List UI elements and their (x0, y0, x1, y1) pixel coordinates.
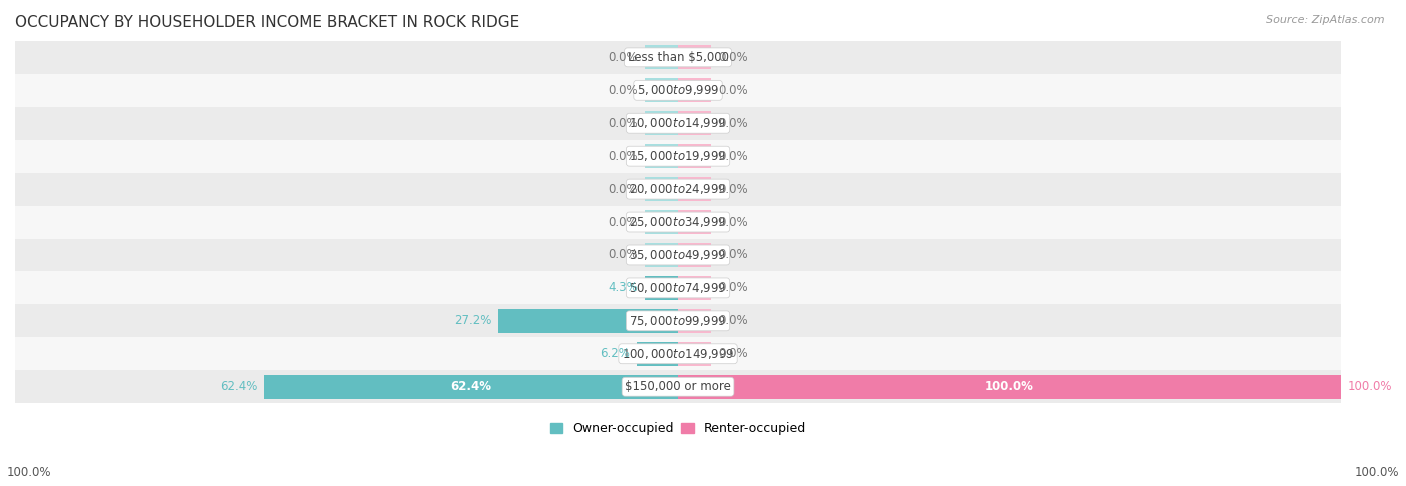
Bar (15, 173, 1341, 206)
Text: $100,000 to $149,999: $100,000 to $149,999 (621, 347, 734, 361)
Text: 0.0%: 0.0% (718, 215, 748, 228)
Text: Source: ZipAtlas.com: Source: ZipAtlas.com (1267, 15, 1385, 25)
Text: 100.0%: 100.0% (986, 380, 1033, 393)
Legend: Owner-occupied, Renter-occupied: Owner-occupied, Renter-occupied (546, 417, 811, 440)
Text: 0.0%: 0.0% (718, 84, 748, 97)
Text: 0.0%: 0.0% (609, 51, 638, 64)
Bar (15, 107, 1341, 139)
Bar (678, 210, 711, 234)
Bar (15, 41, 1341, 74)
Text: $50,000 to $74,999: $50,000 to $74,999 (630, 281, 727, 295)
Text: 62.4%: 62.4% (451, 380, 492, 393)
Text: 0.0%: 0.0% (609, 183, 638, 195)
Text: 0.0%: 0.0% (718, 150, 748, 163)
Bar (645, 144, 678, 168)
Text: 0.0%: 0.0% (609, 84, 638, 97)
Text: 0.0%: 0.0% (609, 215, 638, 228)
Text: 0.0%: 0.0% (718, 347, 748, 360)
Text: 4.3%: 4.3% (609, 281, 638, 295)
Text: 27.2%: 27.2% (454, 314, 491, 328)
Bar (678, 375, 1341, 399)
Bar (15, 272, 1341, 304)
Bar (678, 177, 711, 201)
Bar (678, 46, 711, 69)
Text: $5,000 to $9,999: $5,000 to $9,999 (637, 83, 720, 97)
Text: 62.4%: 62.4% (221, 380, 257, 393)
Bar (645, 177, 678, 201)
Bar (15, 239, 1341, 272)
Bar (678, 78, 711, 102)
Text: 0.0%: 0.0% (718, 314, 748, 328)
Bar (645, 243, 678, 267)
Bar (678, 342, 711, 365)
Bar (15, 139, 1341, 173)
Text: 0.0%: 0.0% (718, 51, 748, 64)
Bar (678, 276, 711, 300)
Bar (645, 78, 678, 102)
Bar (15, 304, 1341, 337)
Text: $25,000 to $34,999: $25,000 to $34,999 (630, 215, 727, 229)
Text: 100.0%: 100.0% (1354, 466, 1399, 479)
Text: $20,000 to $24,999: $20,000 to $24,999 (630, 182, 727, 196)
Bar (264, 375, 678, 399)
Text: $10,000 to $14,999: $10,000 to $14,999 (630, 116, 727, 130)
Bar (15, 337, 1341, 370)
Text: $150,000 or more: $150,000 or more (626, 380, 731, 393)
Text: 0.0%: 0.0% (609, 117, 638, 130)
Bar (678, 111, 711, 135)
Text: 0.0%: 0.0% (609, 248, 638, 261)
Bar (15, 206, 1341, 239)
Text: 100.0%: 100.0% (1348, 380, 1392, 393)
Bar (678, 144, 711, 168)
Text: 0.0%: 0.0% (609, 150, 638, 163)
Bar (15, 74, 1341, 107)
Text: 0.0%: 0.0% (718, 281, 748, 295)
Text: 0.0%: 0.0% (718, 117, 748, 130)
Bar (645, 46, 678, 69)
Text: $35,000 to $49,999: $35,000 to $49,999 (630, 248, 727, 262)
Bar (678, 309, 711, 333)
Bar (15, 370, 1341, 403)
Bar (645, 210, 678, 234)
Text: Less than $5,000: Less than $5,000 (627, 51, 728, 64)
Bar (498, 309, 678, 333)
Text: 100.0%: 100.0% (7, 466, 52, 479)
Bar (678, 243, 711, 267)
Bar (645, 111, 678, 135)
Text: OCCUPANCY BY HOUSEHOLDER INCOME BRACKET IN ROCK RIDGE: OCCUPANCY BY HOUSEHOLDER INCOME BRACKET … (15, 15, 519, 30)
Bar (637, 342, 678, 365)
Bar (645, 276, 678, 300)
Text: 6.2%: 6.2% (600, 347, 630, 360)
Text: 0.0%: 0.0% (718, 248, 748, 261)
Text: $75,000 to $99,999: $75,000 to $99,999 (630, 314, 727, 328)
Text: $15,000 to $19,999: $15,000 to $19,999 (630, 149, 727, 163)
Text: 0.0%: 0.0% (718, 183, 748, 195)
